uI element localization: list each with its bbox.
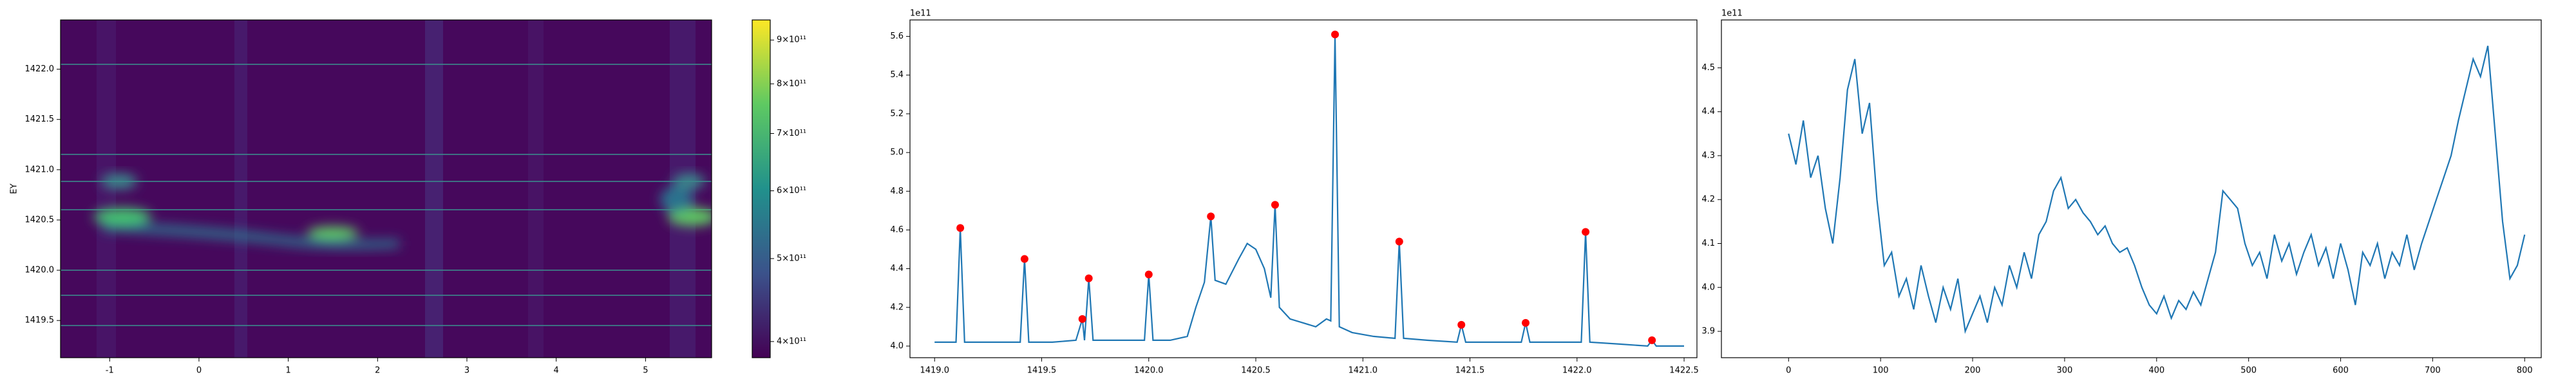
x-tick-label: 500 — [2240, 366, 2257, 376]
y-tick-label: 5.2 — [890, 109, 904, 118]
peak-marker — [1648, 336, 1656, 344]
x-tick-label: 0 — [196, 366, 202, 376]
colorbar-tick-label: 5×10¹¹ — [777, 253, 806, 263]
colorbar-tick-label: 9×10¹¹ — [777, 35, 806, 45]
colorbar-tick-label: 8×10¹¹ — [777, 79, 806, 89]
y-tick-label: 4.4 — [890, 264, 904, 273]
peak-marker — [1271, 201, 1279, 209]
x-tick-label: 1422.5 — [1669, 366, 1699, 376]
colorbar — [752, 20, 770, 358]
x-tick-label: 1419.0 — [920, 366, 949, 376]
line-series — [1788, 46, 2526, 335]
offset-text: 1e11 — [1721, 9, 1743, 19]
y-tick-label: 4.2 — [890, 302, 904, 312]
y-tick-label: 5.6 — [890, 32, 904, 41]
x-tick-label: 3 — [464, 366, 469, 376]
y-tick-label: 4.0 — [1701, 282, 1715, 292]
peak-marker — [1207, 212, 1215, 221]
x-tick-label: 200 — [1965, 366, 1981, 376]
peak-marker — [1078, 315, 1086, 323]
offset-text: 1e11 — [910, 9, 931, 19]
y-tick-label: 5.0 — [890, 148, 904, 158]
peak-marker — [956, 224, 965, 232]
x-tick-label: 1421.5 — [1455, 366, 1485, 376]
peak-marker — [1395, 237, 1403, 246]
x-tick-label: 1421.0 — [1349, 366, 1378, 376]
y-axis-label: EY — [10, 183, 19, 194]
peak-marker — [1521, 318, 1530, 327]
x-tick-label: 4 — [554, 366, 559, 376]
y-tick-label: 1421.0 — [25, 165, 55, 174]
x-tick-label: 400 — [2148, 366, 2164, 376]
x-tick-label: 1420.5 — [1241, 366, 1271, 376]
y-tick-label: 4.1 — [1701, 239, 1715, 248]
axes-frame — [60, 19, 712, 358]
colorbar-tick-label: 7×10¹¹ — [777, 129, 806, 138]
y-tick-label: 1421.5 — [25, 115, 55, 124]
y-tick-label: 4.5 — [1701, 63, 1715, 73]
colorbar-tick-label: 6×10¹¹ — [777, 186, 806, 196]
x-tick-label: 1422.0 — [1562, 366, 1592, 376]
y-tick-label: 5.4 — [890, 70, 904, 80]
x-tick-label: 1420.0 — [1134, 366, 1164, 376]
axes-frame — [1721, 19, 2542, 358]
peak-marker — [1331, 30, 1340, 39]
x-tick-label: 300 — [2057, 366, 2073, 376]
x-tick-label: 1419.5 — [1027, 366, 1057, 376]
peak-marker — [1084, 274, 1093, 282]
y-tick-label: 4.4 — [1701, 107, 1715, 116]
x-tick-label: -1 — [106, 366, 114, 376]
x-tick-label: 5 — [643, 366, 648, 376]
x-tick-label: 2 — [375, 366, 380, 376]
peak-marker — [1582, 228, 1590, 236]
y-tick-label: 1422.0 — [25, 64, 55, 74]
x-tick-label: 800 — [2517, 366, 2533, 376]
y-tick-label: 4.2 — [1701, 195, 1715, 205]
line-series — [934, 34, 1684, 347]
y-tick-label: 3.9 — [1701, 327, 1715, 336]
y-tick-label: 1420.0 — [25, 266, 55, 275]
x-tick-label: 0 — [1786, 366, 1791, 376]
y-tick-label: 1420.5 — [25, 215, 55, 225]
y-tick-label: 4.3 — [1701, 151, 1715, 160]
y-tick-label: 4.6 — [890, 225, 904, 235]
x-tick-label: 700 — [2425, 366, 2441, 376]
x-tick-label: 600 — [2333, 366, 2349, 376]
peak-marker — [1020, 255, 1028, 263]
x-tick-label: 1 — [286, 366, 291, 376]
colorbar-frame — [752, 19, 771, 358]
y-tick-label: 1419.5 — [25, 316, 55, 326]
heatmap-image — [61, 20, 712, 358]
x-tick-label: 100 — [1873, 366, 1889, 376]
peak-marker — [1457, 320, 1466, 329]
peak-marker — [1144, 270, 1153, 279]
colorbar-tick-label: 4×10¹¹ — [777, 336, 806, 346]
axes-frame — [909, 19, 1698, 358]
y-tick-label: 4.0 — [890, 341, 904, 351]
y-tick-label: 4.8 — [890, 187, 904, 196]
